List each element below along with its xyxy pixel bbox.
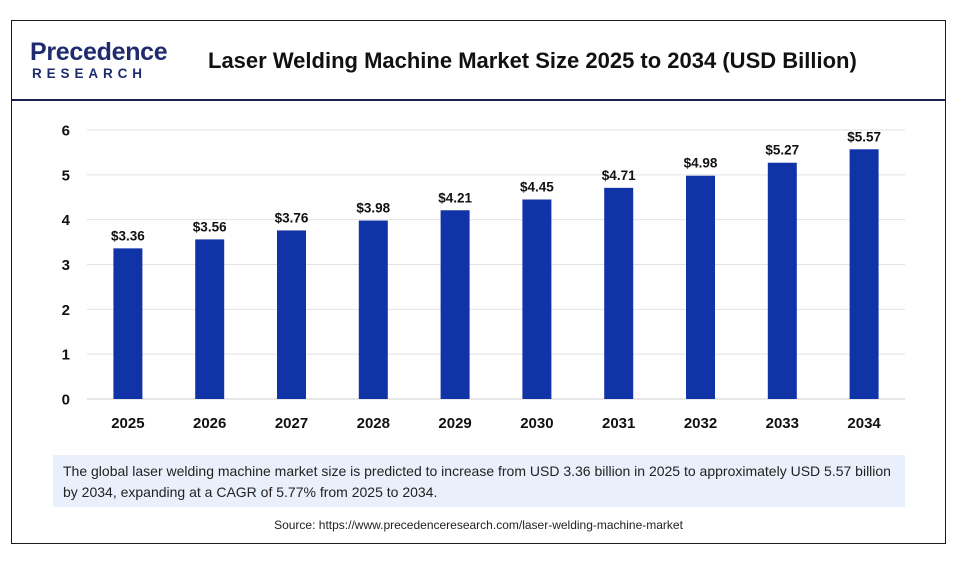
data-label: $3.56 — [193, 219, 227, 234]
x-tick-label: 2031 — [602, 415, 635, 432]
y-tick-label: 2 — [62, 302, 70, 319]
data-label: $4.98 — [684, 156, 718, 171]
x-tick-label: 2032 — [684, 415, 717, 432]
y-tick-label: 5 — [62, 167, 70, 184]
x-tick-label: 2028 — [357, 415, 390, 432]
x-tick-label: 2025 — [111, 415, 144, 432]
x-tick-label: 2026 — [193, 415, 226, 432]
y-tick-label: 6 — [62, 123, 70, 140]
x-tick-label: 2027 — [275, 415, 308, 432]
data-label: $5.27 — [765, 143, 799, 158]
bar — [767, 162, 797, 399]
y-tick-label: 3 — [62, 257, 70, 274]
bar-chart: 0 1 2 3 4 5 6 $3.36 2025 $3.56 2026 $3.76 2027 $3.98 2… — [62, 123, 905, 432]
logo-subtext: RESEARCH — [32, 66, 147, 81]
data-label: $4.45 — [520, 179, 554, 194]
data-label: $3.76 — [275, 210, 309, 225]
bar — [686, 175, 715, 399]
y-tick-label: 0 — [62, 392, 70, 409]
header: Precedence RESEARCH Laser Welding Machin… — [12, 21, 945, 101]
data-label: $4.71 — [602, 168, 636, 183]
source-citation: Source: https://www.precedenceresearch.c… — [274, 518, 683, 532]
bar — [195, 239, 225, 399]
bar — [440, 210, 470, 399]
x-tick-label: 2034 — [847, 415, 881, 432]
y-tick-label: 1 — [62, 347, 70, 364]
x-tick-label: 2029 — [438, 415, 471, 432]
bar — [358, 220, 388, 399]
summary-caption: The global laser welding machine market … — [53, 455, 905, 507]
bar — [277, 230, 306, 399]
infographic-frame: Precedence RESEARCH Laser Welding Machin… — [11, 20, 946, 544]
x-tick-label: 2030 — [520, 415, 553, 432]
data-label: $5.57 — [847, 129, 881, 144]
precedence-research-logo: Precedence RESEARCH — [30, 37, 170, 85]
y-tick-label: 4 — [62, 212, 71, 229]
bar — [522, 199, 552, 399]
bar — [849, 149, 879, 399]
logo-wordmark: Precedence — [30, 38, 168, 66]
data-label: $4.21 — [438, 190, 472, 205]
bar — [604, 187, 634, 399]
data-label: $3.36 — [111, 228, 145, 243]
x-tick-label: 2033 — [766, 415, 799, 432]
bar — [113, 248, 143, 399]
chart-title: Laser Welding Machine Market Size 2025 t… — [208, 48, 857, 73]
data-label: $3.98 — [356, 201, 390, 216]
